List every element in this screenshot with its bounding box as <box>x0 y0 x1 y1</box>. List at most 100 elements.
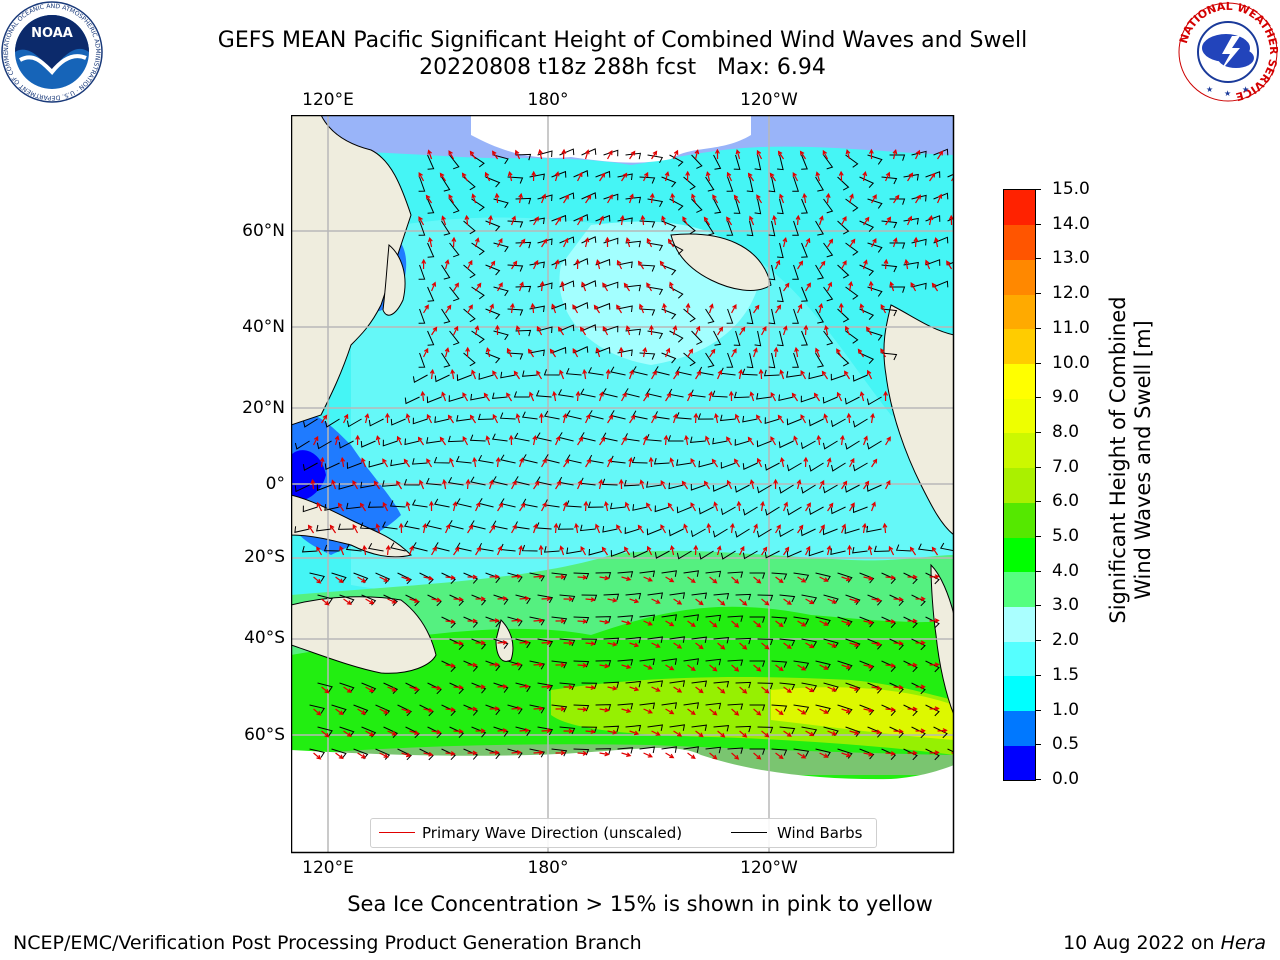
wave-arrow <box>316 501 323 512</box>
wave-arrow <box>629 598 640 604</box>
wave-arrow <box>343 686 352 693</box>
wind-barb <box>712 484 728 492</box>
wave-arrow <box>616 304 623 314</box>
wave-arrow <box>937 728 948 733</box>
wind-barb <box>852 546 868 554</box>
wind-barb <box>617 261 633 269</box>
wind-barb <box>632 550 648 559</box>
noaa-logo: NATIONAL OCEANIC AND ATMOSPHERIC ADMINIS… <box>0 0 103 103</box>
wind-barb <box>447 477 464 486</box>
wind-barb <box>477 413 494 421</box>
wind-barb <box>647 724 664 731</box>
wind-barb <box>837 572 853 583</box>
wave-arrow <box>581 281 587 292</box>
colorbar-segment <box>1004 537 1035 573</box>
wave-arrow <box>384 412 390 424</box>
wind-barb <box>720 462 736 469</box>
wind-barb <box>830 373 846 381</box>
wave-arrow <box>554 171 560 182</box>
wave-arrow <box>628 193 634 204</box>
wave-arrow <box>756 194 763 204</box>
wave-arrow <box>695 730 704 738</box>
wind-barb <box>427 330 435 346</box>
wind-barb <box>625 284 642 292</box>
wave-arrow <box>685 170 691 182</box>
wave-arrow <box>441 215 447 226</box>
wind-barb <box>449 726 465 738</box>
wind-barb <box>801 682 818 692</box>
wind-barb <box>735 637 752 645</box>
wind-barb <box>536 476 552 486</box>
wave-arrow <box>693 544 699 556</box>
wind-barb <box>852 374 868 382</box>
wind-barb <box>823 242 834 258</box>
wave-arrow <box>664 347 671 358</box>
wind-barb <box>808 372 824 380</box>
wind-barb <box>529 217 545 225</box>
wind-barb <box>661 264 677 276</box>
wind-barb <box>493 726 509 737</box>
wave-arrow <box>623 282 631 292</box>
wave-arrow <box>703 480 711 490</box>
wind-barb <box>801 198 808 214</box>
wind-barb <box>669 636 686 643</box>
wave-arrow <box>706 522 712 534</box>
wave-arrow <box>871 685 882 691</box>
wind-barb <box>581 280 597 288</box>
wind-barb <box>859 308 875 320</box>
wind-barb <box>449 198 460 214</box>
wave-arrow <box>444 347 450 358</box>
wind-barb <box>801 242 808 258</box>
wave-arrow <box>880 348 887 358</box>
wave-arrow <box>340 456 346 468</box>
wave-arrow <box>840 523 846 534</box>
wind-barb <box>455 455 472 464</box>
wind-barb <box>639 308 656 316</box>
wind-barb <box>456 498 472 508</box>
wind-barb <box>507 704 523 715</box>
wave-arrow <box>599 663 610 669</box>
wind-barb <box>581 192 597 200</box>
svg-text:★: ★ <box>1242 85 1249 94</box>
wind-barb <box>746 352 754 369</box>
footer-host: Hera <box>1220 932 1266 954</box>
wave-arrow <box>509 302 515 314</box>
wind-barb <box>515 726 531 737</box>
wave-arrow <box>749 479 755 490</box>
wave-arrow <box>423 707 434 713</box>
wind-barb <box>535 390 552 398</box>
wave-arrow <box>863 216 870 226</box>
lat-label-40s: 40°S <box>244 628 285 648</box>
wind-barb <box>741 368 758 376</box>
wind-barb <box>427 682 442 695</box>
wave-arrow <box>819 752 829 758</box>
wave-arrow <box>775 708 784 716</box>
wave-arrow <box>841 664 852 670</box>
wave-arrow <box>749 215 755 226</box>
wind-barb <box>529 572 545 582</box>
wind-barb <box>647 680 664 687</box>
wind-barb <box>581 638 598 646</box>
wind-barb <box>375 704 391 716</box>
wave-arrow <box>577 750 588 756</box>
wind-barb <box>786 418 802 426</box>
wind-barb <box>845 440 860 450</box>
wind-barb <box>881 660 897 672</box>
wind-barb <box>603 237 619 245</box>
wave-arrow <box>621 576 632 581</box>
wind-barb <box>757 682 774 690</box>
colorbar-segment <box>1004 398 1035 434</box>
wind-barb <box>793 616 810 625</box>
wave-arrow <box>472 456 478 468</box>
wave-arrow <box>660 479 667 490</box>
wave-arrow <box>643 171 649 182</box>
wind-barb <box>317 682 333 693</box>
wave-arrow <box>667 502 675 512</box>
wave-arrow <box>599 575 610 581</box>
wind-barb <box>418 176 426 192</box>
wind-barb <box>581 594 598 602</box>
wave-arrow <box>563 596 574 602</box>
wave-arrow <box>495 456 501 468</box>
wave-arrow <box>585 194 592 204</box>
wave-arrow <box>607 597 618 603</box>
